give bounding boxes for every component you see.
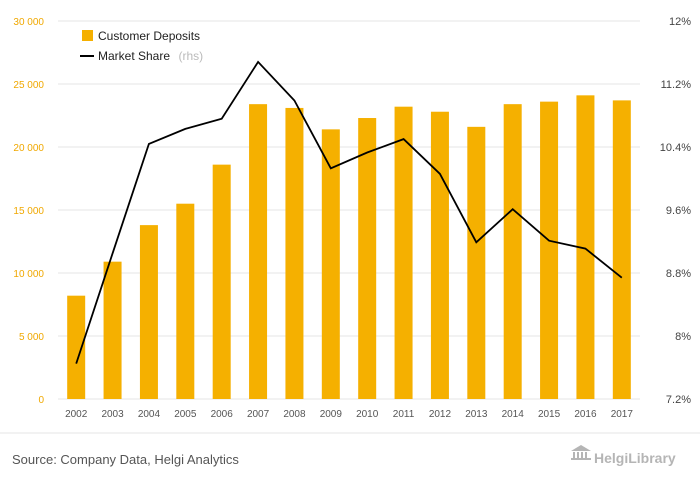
deposit-bars: [67, 95, 631, 400]
market-share-line: [75, 60, 623, 364]
brand-name: HelgiLibrary: [594, 450, 676, 466]
bar-deposits-2013: [467, 126, 486, 399]
bar-deposits-2016: [576, 95, 595, 399]
bar-deposits-2005: [176, 203, 195, 399]
right-tick-label: 7.2%: [666, 394, 691, 406]
bar-deposits-2007: [249, 104, 268, 399]
x-tick-label: 2006: [211, 409, 234, 420]
source-text: Source: Company Data, Helgi Analytics: [12, 452, 239, 467]
bar-deposits-2017: [612, 100, 631, 399]
left-tick-label: 30 000: [13, 17, 44, 28]
x-tick-label: 2010: [356, 409, 379, 420]
brand-logo: HelgiLibrary: [571, 445, 676, 466]
x-tick-label: 2005: [174, 409, 197, 420]
bar-deposits-2006: [212, 164, 231, 399]
bar-deposits-2004: [139, 225, 158, 399]
right-axis-ticks: 7.2% 8% 8.8% 9.6% 10.4% 11.2% 12%: [660, 16, 691, 406]
right-tick-label: 10.4%: [660, 142, 691, 154]
building-icon: [571, 445, 591, 460]
bar-deposits-2012: [430, 111, 449, 399]
x-tick-label: 2009: [320, 409, 343, 420]
right-tick-label: 8.8%: [666, 268, 691, 280]
bar-deposits-2009: [321, 129, 340, 400]
legend-label-share-group: Market Share (rhs): [98, 47, 203, 64]
right-tick-label: 11.2%: [661, 79, 692, 91]
x-tick-label: 2004: [138, 409, 161, 420]
bar-deposits-2003: [103, 261, 122, 399]
legend-label-share: Market Share: [98, 49, 170, 63]
x-tick-label: 2012: [429, 409, 452, 420]
left-tick-label: 20 000: [13, 143, 44, 154]
right-tick-label: 8%: [675, 331, 691, 343]
bar-deposits-2008: [285, 107, 304, 399]
x-tick-label: 2013: [465, 409, 488, 420]
x-tick-label: 2014: [502, 409, 525, 420]
left-tick-label: 5 000: [19, 332, 44, 343]
x-tick-label: 2003: [101, 409, 124, 420]
left-tick-label: 0: [38, 395, 44, 406]
bar-deposits-2014: [503, 104, 522, 399]
right-tick-label: 9.6%: [666, 205, 691, 217]
legend-swatch-deposits: [82, 30, 93, 41]
x-axis-ticks: 2002 2003 2004 2005 2006 2007 2008 2009 2010 2011…: [65, 409, 633, 420]
x-tick-label: 2008: [283, 409, 306, 420]
left-tick-label: 15 000: [13, 206, 44, 217]
x-tick-label: 2017: [611, 409, 634, 420]
left-tick-label: 25 000: [13, 80, 44, 91]
bar-deposits-2010: [358, 118, 377, 400]
bar-deposits-2015: [540, 101, 559, 399]
x-tick-label: 2002: [65, 409, 88, 420]
left-tick-label: 10 000: [13, 269, 44, 280]
x-tick-label: 2007: [247, 409, 270, 420]
x-tick-label: 2011: [393, 409, 415, 420]
x-tick-label: 2016: [574, 409, 597, 420]
right-tick-label: 12%: [669, 16, 691, 28]
bar-deposits-2011: [394, 106, 413, 400]
legend-label-share-suffix: (rhs): [178, 49, 203, 63]
legend: Customer Deposits Market Share (rhs): [80, 29, 203, 64]
legend-label-deposits: Customer Deposits: [98, 29, 200, 43]
x-tick-label: 2015: [538, 409, 561, 420]
market-share-line-group: [75, 60, 623, 364]
left-axis-ticks: 0 5 000 10 000 15 000 20 000 25 000 30 000: [13, 17, 44, 406]
bar-deposits-2002: [67, 295, 86, 399]
